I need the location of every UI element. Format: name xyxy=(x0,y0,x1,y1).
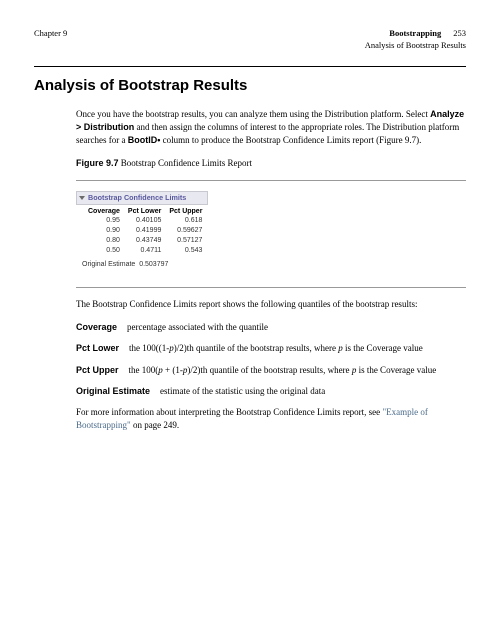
cell: 0.80 xyxy=(84,236,124,246)
cell: 0.59627 xyxy=(165,226,206,236)
intro-paragraph: Once you have the bootstrap results, you… xyxy=(76,108,466,147)
report-title-text: Bootstrap Confidence Limits xyxy=(88,193,186,203)
def-coverage-text: percentage associated with the quantile xyxy=(127,322,268,332)
figure-top-rule xyxy=(76,180,466,181)
table-row: 0.90 0.41999 0.59627 xyxy=(84,226,206,236)
table-header-row: Coverage Pct Lower Pct Upper xyxy=(84,207,206,217)
original-estimate-row: Original Estimate 0.503797 xyxy=(82,260,206,270)
bootid-label: BootID• xyxy=(128,135,161,145)
orig-est-value: 0.503797 xyxy=(139,261,168,268)
table-row: 0.95 0.40105 0.618 xyxy=(84,216,206,226)
pctupper-b: + (1- xyxy=(163,365,183,375)
def-pctupper: Pct Upperthe 100(p + (1-p)/2)th quantile… xyxy=(76,364,466,377)
report-title-bar: Bootstrap Confidence Limits xyxy=(76,191,208,205)
section-title: Analysis of Bootstrap Results xyxy=(34,75,466,96)
def-original-estimate: Original Estimate estimate of the statist… xyxy=(76,385,466,398)
figure-number: Figure 9.7 xyxy=(76,158,119,168)
figure-caption: Figure 9.7 Bootstrap Confidence Limits R… xyxy=(76,157,466,170)
body-content: Once you have the bootstrap results, you… xyxy=(76,108,466,432)
term-pctupper: Pct Upper xyxy=(76,365,119,375)
def-coverage: Coverage percentage associated with the q… xyxy=(76,321,466,334)
term-orig-est: Original Estimate xyxy=(76,386,150,396)
pctlower-b: )/2)th quantile of the bootstrap results… xyxy=(174,343,338,353)
page-number: 253 xyxy=(453,28,466,38)
col-pctupper: Pct Upper xyxy=(165,207,206,217)
term-coverage: Coverage xyxy=(76,322,117,332)
col-coverage: Coverage xyxy=(84,207,124,217)
col-pctlower: Pct Lower xyxy=(124,207,165,217)
pctlower-a: the 100((1- xyxy=(129,343,169,353)
pctlower-c: is the Coverage value xyxy=(343,343,423,353)
cell: 0.618 xyxy=(165,216,206,226)
cell: 0.90 xyxy=(84,226,124,236)
cell: 0.543 xyxy=(165,246,206,256)
intro-text-e: column to produce the Bootstrap Confiden… xyxy=(160,135,421,145)
pctupper-c: )/2)th quantile of the bootstrap results… xyxy=(187,365,351,375)
cell: 0.57127 xyxy=(165,236,206,246)
def-pctlower: Pct Lowerthe 100((1-p)/2)th quantile of … xyxy=(76,342,466,355)
orig-est-label: Original Estimate xyxy=(82,261,135,268)
figure-bottom-rule xyxy=(76,287,466,288)
table-row: 0.80 0.43749 0.57127 xyxy=(84,236,206,246)
header-title: Bootstrapping xyxy=(389,28,441,38)
cell: 0.43749 xyxy=(124,236,165,246)
after-figure-paragraph: The Bootstrap Confidence Limits report s… xyxy=(76,298,466,311)
cell: 0.50 xyxy=(84,246,124,256)
closing-paragraph: For more information about interpreting … xyxy=(76,406,466,432)
header-subtitle: Analysis of Bootstrap Results xyxy=(365,40,466,52)
report-panel: Bootstrap Confidence Limits Coverage Pct… xyxy=(76,191,208,272)
def-orig-text: estimate of the statistic using the orig… xyxy=(160,386,325,396)
term-pctlower: Pct Lower xyxy=(76,343,119,353)
closing-a: For more information about interpreting … xyxy=(76,407,382,417)
disclosure-triangle-icon xyxy=(79,196,85,200)
intro-text-a: Once you have the bootstrap results, you… xyxy=(76,109,430,119)
chapter-label: Chapter 9 xyxy=(34,28,67,52)
pctupper-a: the 100( xyxy=(129,365,159,375)
pctupper-d: is the Coverage value xyxy=(356,365,436,375)
figure-caption-text: Bootstrap Confidence Limits Report xyxy=(121,158,252,168)
table-row: 0.50 0.4711 0.543 xyxy=(84,246,206,256)
cell: 0.4711 xyxy=(124,246,165,256)
closing-b: on page 249. xyxy=(131,420,180,430)
page-header: Chapter 9 Bootstrapping 253 Analysis of B… xyxy=(34,28,466,52)
report-table: Coverage Pct Lower Pct Upper 0.95 0.4010… xyxy=(84,207,206,256)
cell: 0.40105 xyxy=(124,216,165,226)
header-right: Bootstrapping 253 Analysis of Bootstrap R… xyxy=(365,28,466,52)
cell: 0.95 xyxy=(84,216,124,226)
header-rule xyxy=(34,66,466,67)
cell: 0.41999 xyxy=(124,226,165,236)
